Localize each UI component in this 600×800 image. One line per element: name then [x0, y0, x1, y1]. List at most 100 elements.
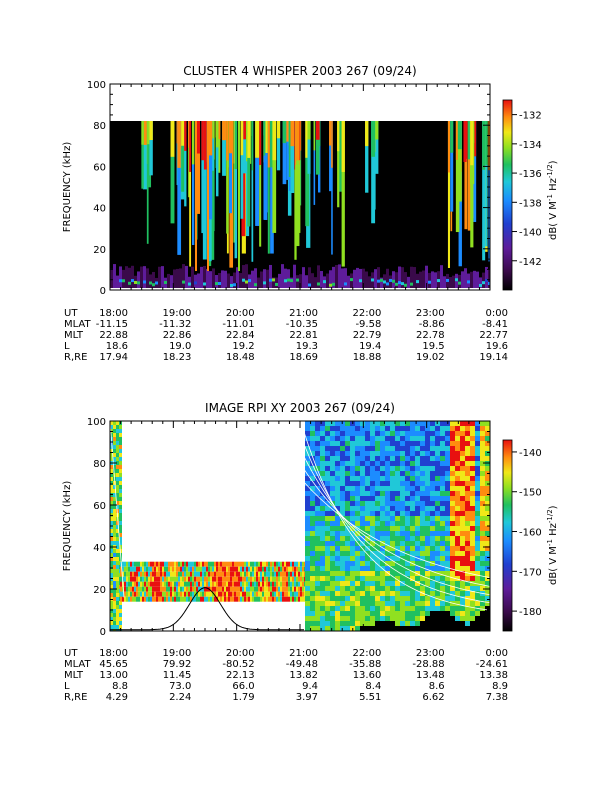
- spectrogram-cell: [368, 276, 371, 288]
- spectrogram-cell: [233, 272, 236, 288]
- spectrogram-cell: [425, 481, 430, 486]
- spectrogram-cell: [188, 586, 190, 592]
- spectrogram-cell: [430, 621, 435, 626]
- spectrogram-cell: [470, 501, 475, 506]
- spectrogram-cell: [375, 511, 380, 516]
- spectrogram-cell: [128, 267, 131, 288]
- spectrogram-cell: [405, 446, 410, 451]
- spectrogram-cell: [395, 481, 400, 486]
- spectrogram-cell: [254, 576, 256, 582]
- spectrogram-cell: [370, 431, 375, 436]
- spectrogram-cell: [210, 576, 212, 582]
- spectrogram-cell: [294, 566, 296, 572]
- spectrogram-cell: [460, 476, 465, 481]
- spectrogram-cell: [340, 481, 345, 486]
- spectrogram-cell: [350, 536, 355, 541]
- spectrogram-cell: [335, 581, 340, 586]
- spectrogram-cell: [420, 611, 425, 616]
- spectrogram-cell: [370, 586, 375, 591]
- spectrogram-cell: [154, 576, 156, 582]
- spectrogram-cell: [430, 456, 435, 461]
- spectrogram-cell: [320, 561, 325, 566]
- spectrogram-cell: [470, 626, 475, 631]
- spectrogram-cell: [435, 581, 440, 586]
- spectrogram-cell: [390, 501, 395, 506]
- spectrogram-cell: [355, 441, 360, 446]
- spectrogram-cell: [450, 451, 455, 456]
- spectrogram-cell: [445, 496, 450, 501]
- spectrogram-cell: [256, 591, 258, 597]
- spectrogram-cell: [400, 471, 405, 476]
- spectrogram-cell: [146, 571, 148, 577]
- spectrogram-cell: [310, 436, 315, 441]
- spectrogram-cell: [240, 571, 242, 577]
- spectrogram-cell: [179, 268, 182, 288]
- spectrogram-cell: [380, 526, 385, 531]
- spectrogram-cell: [480, 561, 485, 566]
- spectrogram-cell: [246, 586, 248, 592]
- spectrogram-cell: [325, 596, 330, 601]
- spectrogram-cell: [450, 486, 455, 491]
- spectrogram-cell: [280, 571, 282, 577]
- y-tick-label: 100: [87, 80, 106, 91]
- spectrogram-cell: [400, 496, 405, 501]
- spectrogram-cell: [232, 596, 234, 602]
- spectrogram-cell: [172, 586, 174, 592]
- spectrogram-cell: [320, 506, 325, 511]
- spectrogram-cell: [158, 561, 160, 567]
- spectrogram-cell: [480, 566, 485, 571]
- spectrogram-cell: [138, 561, 140, 567]
- spectrogram-cell: [191, 121, 195, 165]
- spectrogram-cell: [365, 421, 370, 426]
- spectrogram-cell: [172, 591, 174, 597]
- spectrogram-cell: [475, 616, 480, 621]
- spectrogram-cell: [189, 121, 192, 267]
- spectrogram-cell: [325, 451, 330, 456]
- spectrogram-cell: [152, 566, 154, 572]
- spectrogram-cell: [228, 591, 230, 597]
- spectrogram-cell: [460, 426, 465, 431]
- x-axis: [109, 421, 491, 631]
- spectrogram-cell: [113, 509, 116, 513]
- spectrogram-cell: [425, 461, 430, 466]
- spectrogram-cell: [156, 596, 158, 602]
- spectrogram-cell: [110, 481, 113, 485]
- spectrogram-cell: [405, 621, 410, 626]
- spectrogram-cell: [281, 264, 284, 288]
- spectrogram-cell: [282, 596, 284, 602]
- spectrogram-cell: [410, 441, 415, 446]
- spectrogram-cell: [455, 451, 460, 456]
- spectrogram-cell: [264, 121, 268, 153]
- spectrogram-cell: [110, 469, 113, 473]
- spectrogram-cell: [158, 581, 160, 587]
- spectrogram-cell: [142, 561, 144, 567]
- spectrogram-cell: [485, 601, 490, 606]
- spectrogram-cell: [270, 121, 274, 254]
- spectrogram-cell: [204, 591, 206, 597]
- spectrogram-cell: [188, 596, 190, 602]
- spectrogram-cell: [272, 571, 274, 577]
- spectrogram-cell: [390, 576, 395, 581]
- spectrogram-cell: [345, 496, 350, 501]
- spectrogram-cell: [280, 566, 282, 572]
- spectrogram-cell: [435, 436, 440, 441]
- ephemeris-value: 20:00: [226, 308, 255, 319]
- spectrogram-cell: [460, 486, 465, 491]
- spectrogram-cell: [445, 466, 450, 471]
- spectrogram-cell: [435, 441, 440, 446]
- spectrogram-cell: [335, 481, 340, 486]
- spectrogram-cell: [242, 561, 244, 567]
- spectrogram-cell: [485, 581, 490, 586]
- spectrogram-cell: [380, 606, 385, 611]
- spectrogram-cell: [410, 446, 415, 451]
- ephemeris-value: 13.60: [353, 670, 382, 681]
- spectrogram-cell: [116, 521, 119, 525]
- spectrogram-cell: [162, 566, 164, 572]
- spectrogram-cell: [400, 571, 405, 576]
- spectrogram-cell: [229, 121, 233, 154]
- spectrogram-cell: [360, 451, 365, 456]
- spectrogram-cell: [280, 576, 282, 582]
- spectrogram-cell: [395, 526, 400, 531]
- spectrogram-cell: [119, 485, 122, 489]
- spectrogram-cell: [218, 581, 220, 587]
